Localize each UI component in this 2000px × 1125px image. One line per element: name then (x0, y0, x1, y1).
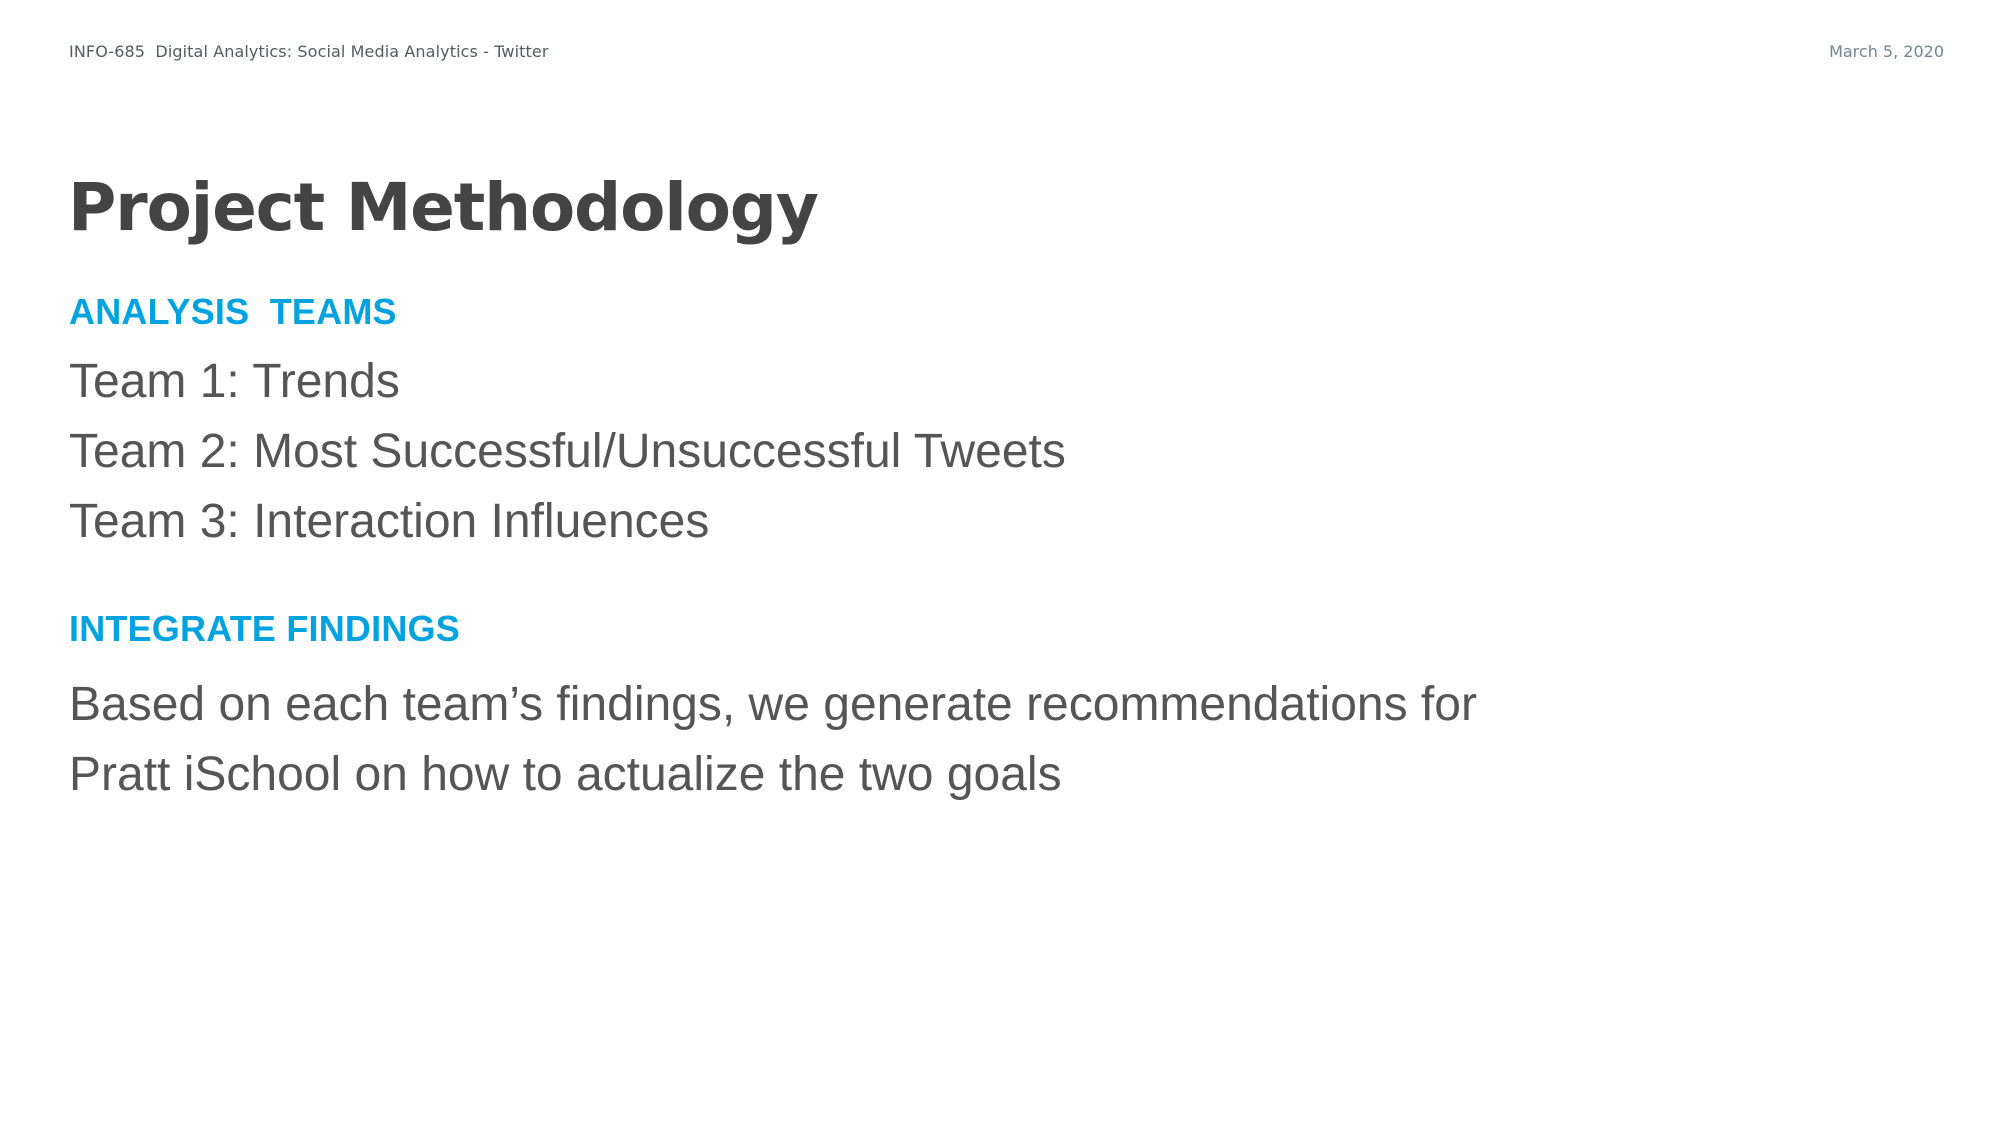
integrate-findings-line-1: Based on each team’s findings, we genera… (69, 678, 1477, 731)
integrate-findings-text: Based on each team’s findings, we genera… (69, 670, 1569, 810)
course-header: INFO-685 Digital Analytics: Social Media… (69, 42, 549, 61)
team-item-2: Team 2: Most Successful/Unsuccessful Twe… (69, 425, 1066, 478)
team-list: Team 1: Trends Team 2: Most Successful/U… (69, 347, 1066, 557)
team-item-1: Team 1: Trends (69, 355, 400, 408)
slide-title: Project Methodology (68, 169, 819, 246)
integrate-findings-heading: INTEGRATE FINDINGS (69, 608, 460, 649)
team-item-3: Team 3: Interaction Influences (69, 495, 710, 548)
integrate-findings-line-2: Pratt iSchool on how to actualize the tw… (69, 748, 1062, 801)
date-header: March 5, 2020 (1829, 42, 1944, 61)
analysis-teams-heading: ANALYSIS TEAMS (69, 291, 397, 332)
